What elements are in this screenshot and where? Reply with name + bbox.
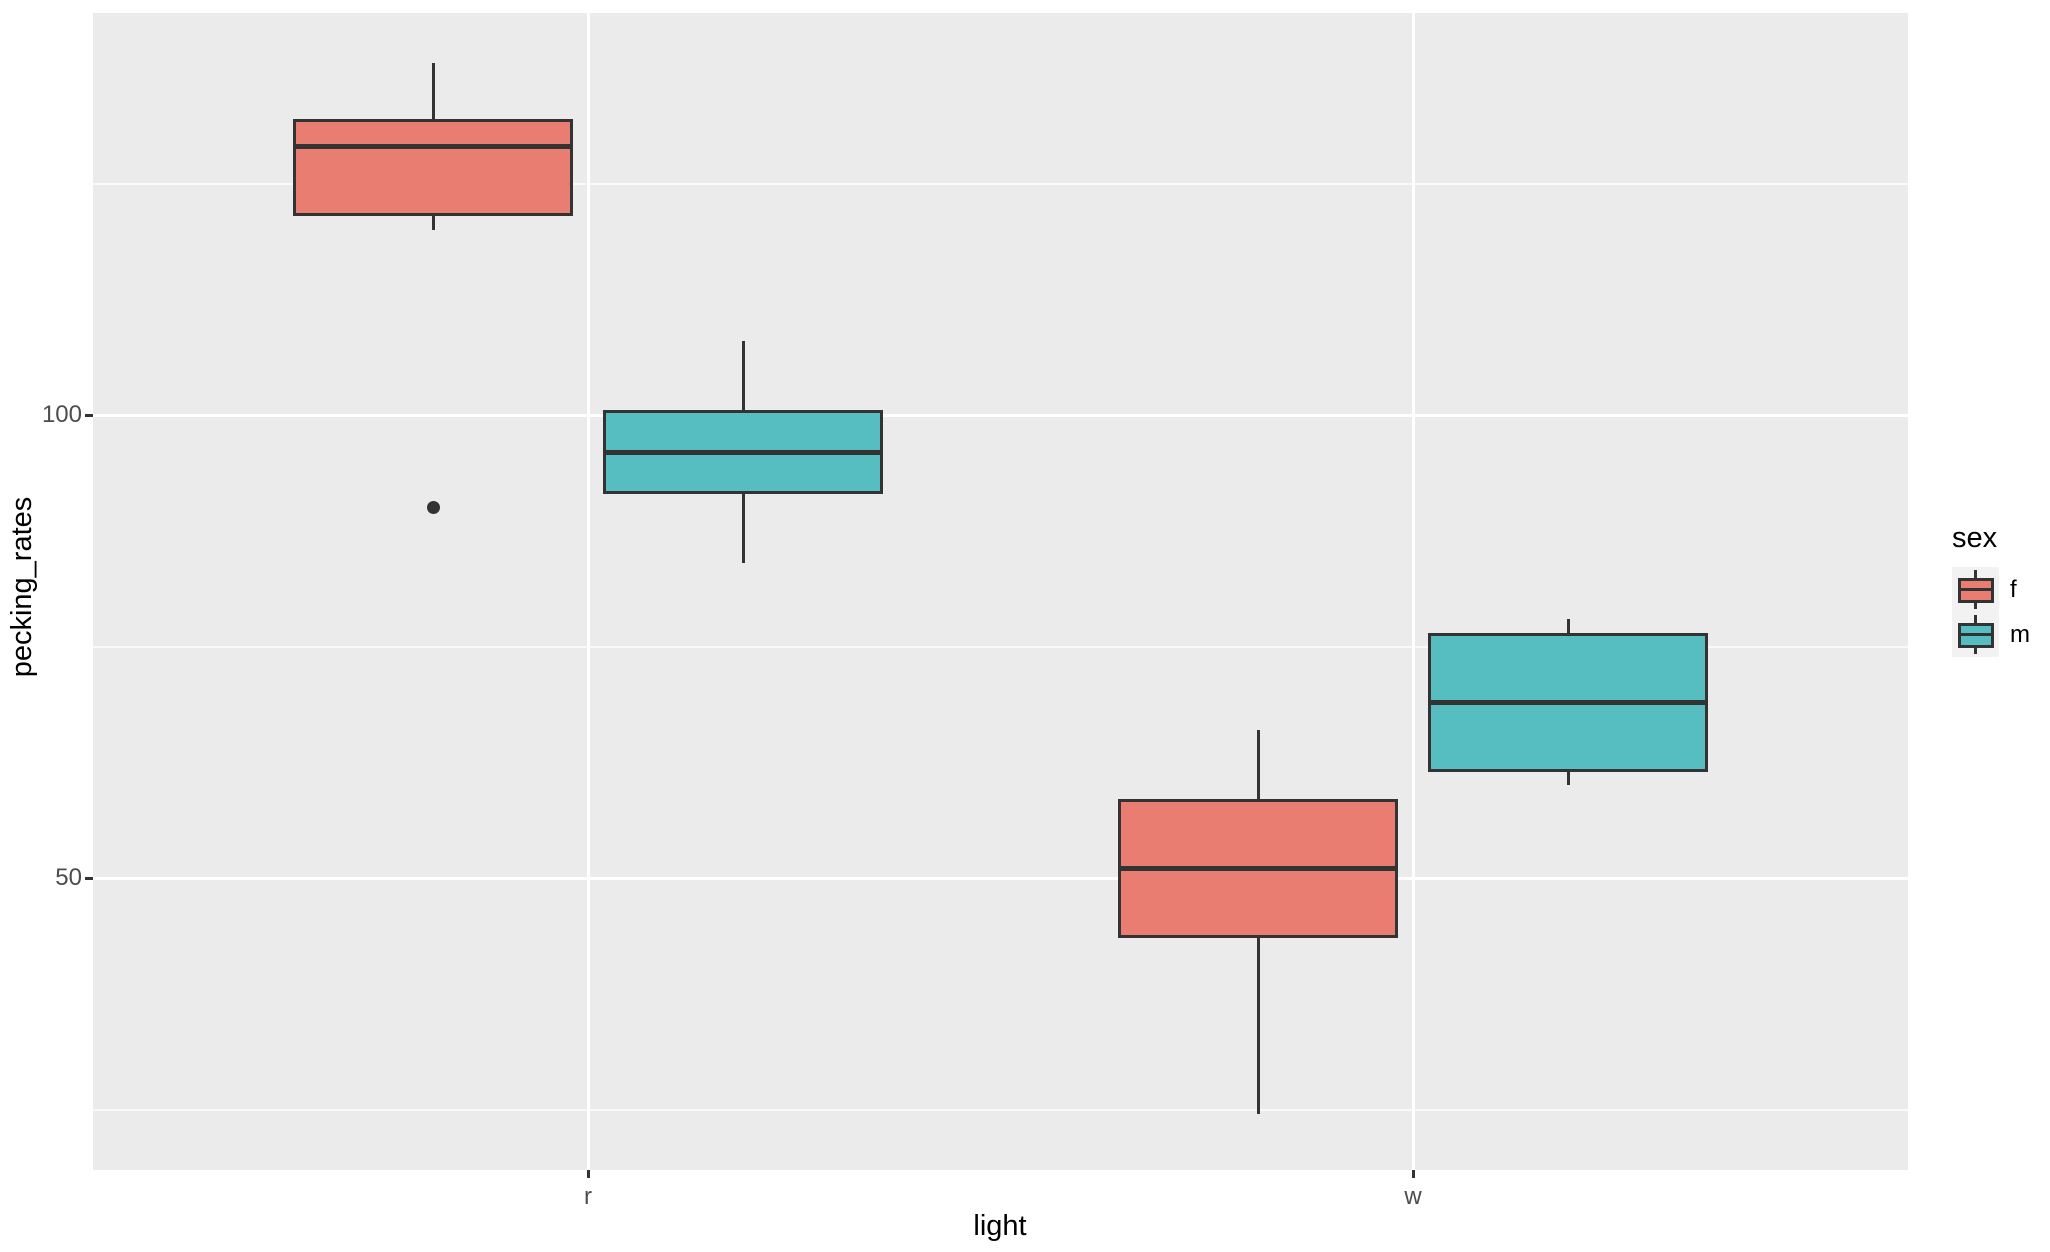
y-tick-label: 100 [41,401,82,428]
x-tick-label: w [1404,1183,1422,1210]
legend-key-m [1952,612,1999,657]
outlier-r-f [426,501,440,515]
legend-key-f [1952,567,1999,612]
x-tick-mark [586,1170,590,1178]
y-gridline-minor [93,1108,1908,1111]
x-gridline-major [586,13,590,1170]
legend-label-m: m [2010,621,2030,648]
legend-boxplot-glyph-icon [1957,577,1994,603]
y-tick-mark [85,413,93,417]
legend-label-f: f [2010,576,2017,603]
y-gridline-major [93,876,1908,880]
y-gridline-minor [93,182,1908,185]
y-tick-label: 50 [55,864,82,891]
median-w-f [1118,866,1398,872]
y-gridline-major [93,413,1908,417]
y-tick-mark [85,876,93,880]
box-r-f [293,118,573,216]
median-r-m [603,449,883,455]
median-w-m [1428,699,1708,705]
x-tick-mark [1411,1170,1415,1178]
legend-boxplot-median-icon [1960,588,1991,591]
legend-boxplot-median-icon [1960,633,1991,636]
y-gridline-minor [93,645,1908,648]
x-tick-label: r [584,1183,592,1210]
x-gridline-major [1411,13,1415,1170]
median-r-f [293,143,573,149]
legend-boxplot-glyph-icon [1957,622,1994,648]
plot-panel [93,13,1908,1170]
legend-title: sex [1952,522,1998,554]
x-axis-title: light [973,1210,1027,1242]
y-axis-title: pecking_rates [6,496,38,678]
